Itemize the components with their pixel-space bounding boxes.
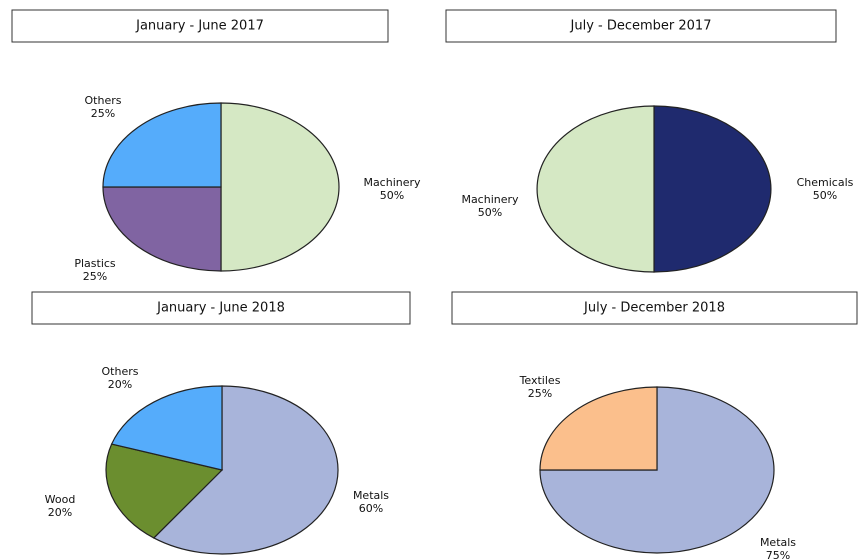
slice-label: Others xyxy=(85,94,122,107)
slice-value: 50% xyxy=(380,189,404,202)
chart-title: January - June 2018 xyxy=(156,301,285,316)
pie-slice xyxy=(110,385,223,471)
title-box xyxy=(445,9,837,43)
slice-label: Metals xyxy=(760,536,796,549)
pie-slice xyxy=(152,385,339,555)
slice-label: Wood xyxy=(45,493,76,506)
slice-label: Chemicals xyxy=(797,176,854,189)
slice-value: 60% xyxy=(359,502,383,515)
pie-slice xyxy=(102,186,222,272)
pie-slice xyxy=(536,105,655,273)
slice-label: Textiles xyxy=(519,374,561,387)
pie-slice xyxy=(539,386,775,554)
title-box xyxy=(31,291,411,325)
slice-value: 20% xyxy=(108,378,132,391)
pie-slice xyxy=(220,102,340,272)
chart-title: January - June 2017 xyxy=(135,19,264,34)
slice-label: Machinery xyxy=(363,176,421,189)
chart-title: July - December 2017 xyxy=(570,19,712,34)
slice-value: 25% xyxy=(91,107,115,120)
slice-label: Machinery xyxy=(461,193,519,206)
pie-slice xyxy=(539,386,658,471)
slice-value: 25% xyxy=(83,270,107,283)
slice-label: Others xyxy=(102,365,139,378)
slice-value: 75% xyxy=(766,549,790,560)
pie-slice xyxy=(105,443,224,539)
slice-value: 50% xyxy=(813,189,837,202)
title-box xyxy=(451,291,858,325)
slice-value: 20% xyxy=(48,506,72,519)
slice-value: 25% xyxy=(528,387,552,400)
pie-slice xyxy=(102,102,222,188)
chart-title: July - December 2018 xyxy=(583,301,725,316)
slice-label: Plastics xyxy=(74,257,116,270)
slice-label: Metals xyxy=(353,489,389,502)
slice-value: 50% xyxy=(478,206,502,219)
title-box xyxy=(11,9,389,43)
pie-slice xyxy=(653,105,772,273)
